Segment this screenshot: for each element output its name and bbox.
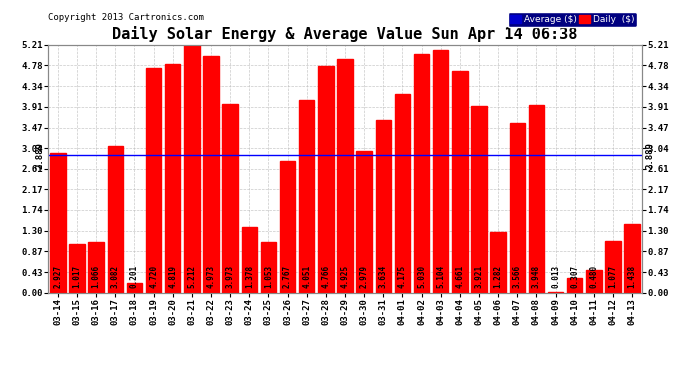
Bar xyxy=(452,71,468,292)
Text: Copyright 2013 Cartronics.com: Copyright 2013 Cartronics.com xyxy=(48,13,204,22)
Text: 4.766: 4.766 xyxy=(322,264,331,288)
Bar xyxy=(433,50,448,292)
Bar xyxy=(108,146,123,292)
Bar xyxy=(337,58,353,292)
Bar xyxy=(280,161,295,292)
Text: 3.566: 3.566 xyxy=(513,264,522,288)
Bar xyxy=(395,94,410,292)
Bar xyxy=(414,54,429,292)
Bar xyxy=(204,56,219,292)
Text: 4.175: 4.175 xyxy=(398,264,407,288)
Bar xyxy=(184,45,199,292)
Bar xyxy=(529,105,544,292)
Text: 4.051: 4.051 xyxy=(302,264,311,288)
Bar xyxy=(146,68,161,292)
Text: 5.104: 5.104 xyxy=(436,264,445,288)
Text: 3.973: 3.973 xyxy=(226,264,235,288)
Text: 0.480: 0.480 xyxy=(589,264,598,288)
Text: 4.819: 4.819 xyxy=(168,264,177,288)
Bar xyxy=(50,153,66,292)
Bar xyxy=(70,244,85,292)
Text: 1.017: 1.017 xyxy=(72,264,81,288)
Text: 3.634: 3.634 xyxy=(379,264,388,288)
Text: 2.979: 2.979 xyxy=(359,264,368,288)
Bar xyxy=(510,123,525,292)
Bar xyxy=(624,224,640,292)
Text: 5.212: 5.212 xyxy=(188,264,197,288)
Bar xyxy=(165,64,180,292)
Bar xyxy=(299,100,315,292)
Text: 3.948: 3.948 xyxy=(532,264,541,288)
Text: 0.307: 0.307 xyxy=(570,264,579,288)
Text: 2.767: 2.767 xyxy=(283,264,292,288)
Bar xyxy=(88,242,104,292)
Legend: Average ($), Daily  ($): Average ($), Daily ($) xyxy=(508,12,637,27)
Bar xyxy=(261,243,276,292)
Bar xyxy=(375,120,391,292)
Bar xyxy=(567,278,582,292)
Bar xyxy=(586,270,602,292)
Bar xyxy=(605,242,620,292)
Bar xyxy=(318,66,333,292)
Text: 4.720: 4.720 xyxy=(149,264,158,288)
Text: 4.661: 4.661 xyxy=(455,264,464,288)
Text: 5.030: 5.030 xyxy=(417,264,426,288)
Text: 3.082: 3.082 xyxy=(111,264,120,288)
Bar xyxy=(357,151,372,292)
Bar xyxy=(491,232,506,292)
Text: 1.066: 1.066 xyxy=(92,264,101,288)
Text: 2.889: 2.889 xyxy=(35,142,44,169)
Text: 0.201: 0.201 xyxy=(130,264,139,288)
Text: 1.282: 1.282 xyxy=(493,264,502,288)
Text: 2.889: 2.889 xyxy=(646,142,655,169)
Text: 1.053: 1.053 xyxy=(264,264,273,288)
Text: 1.438: 1.438 xyxy=(628,264,637,288)
Text: 1.378: 1.378 xyxy=(245,264,254,288)
Bar xyxy=(241,227,257,292)
Text: 1.077: 1.077 xyxy=(609,264,618,288)
Text: 4.925: 4.925 xyxy=(340,264,350,288)
Text: 3.921: 3.921 xyxy=(475,264,484,288)
Bar xyxy=(222,104,238,292)
Text: 4.973: 4.973 xyxy=(206,264,215,288)
Bar xyxy=(471,106,486,292)
Text: 2.927: 2.927 xyxy=(53,264,62,288)
Title: Daily Solar Energy & Average Value Sun Apr 14 06:38: Daily Solar Energy & Average Value Sun A… xyxy=(112,27,578,42)
Text: 0.013: 0.013 xyxy=(551,264,560,288)
Bar xyxy=(127,283,142,292)
